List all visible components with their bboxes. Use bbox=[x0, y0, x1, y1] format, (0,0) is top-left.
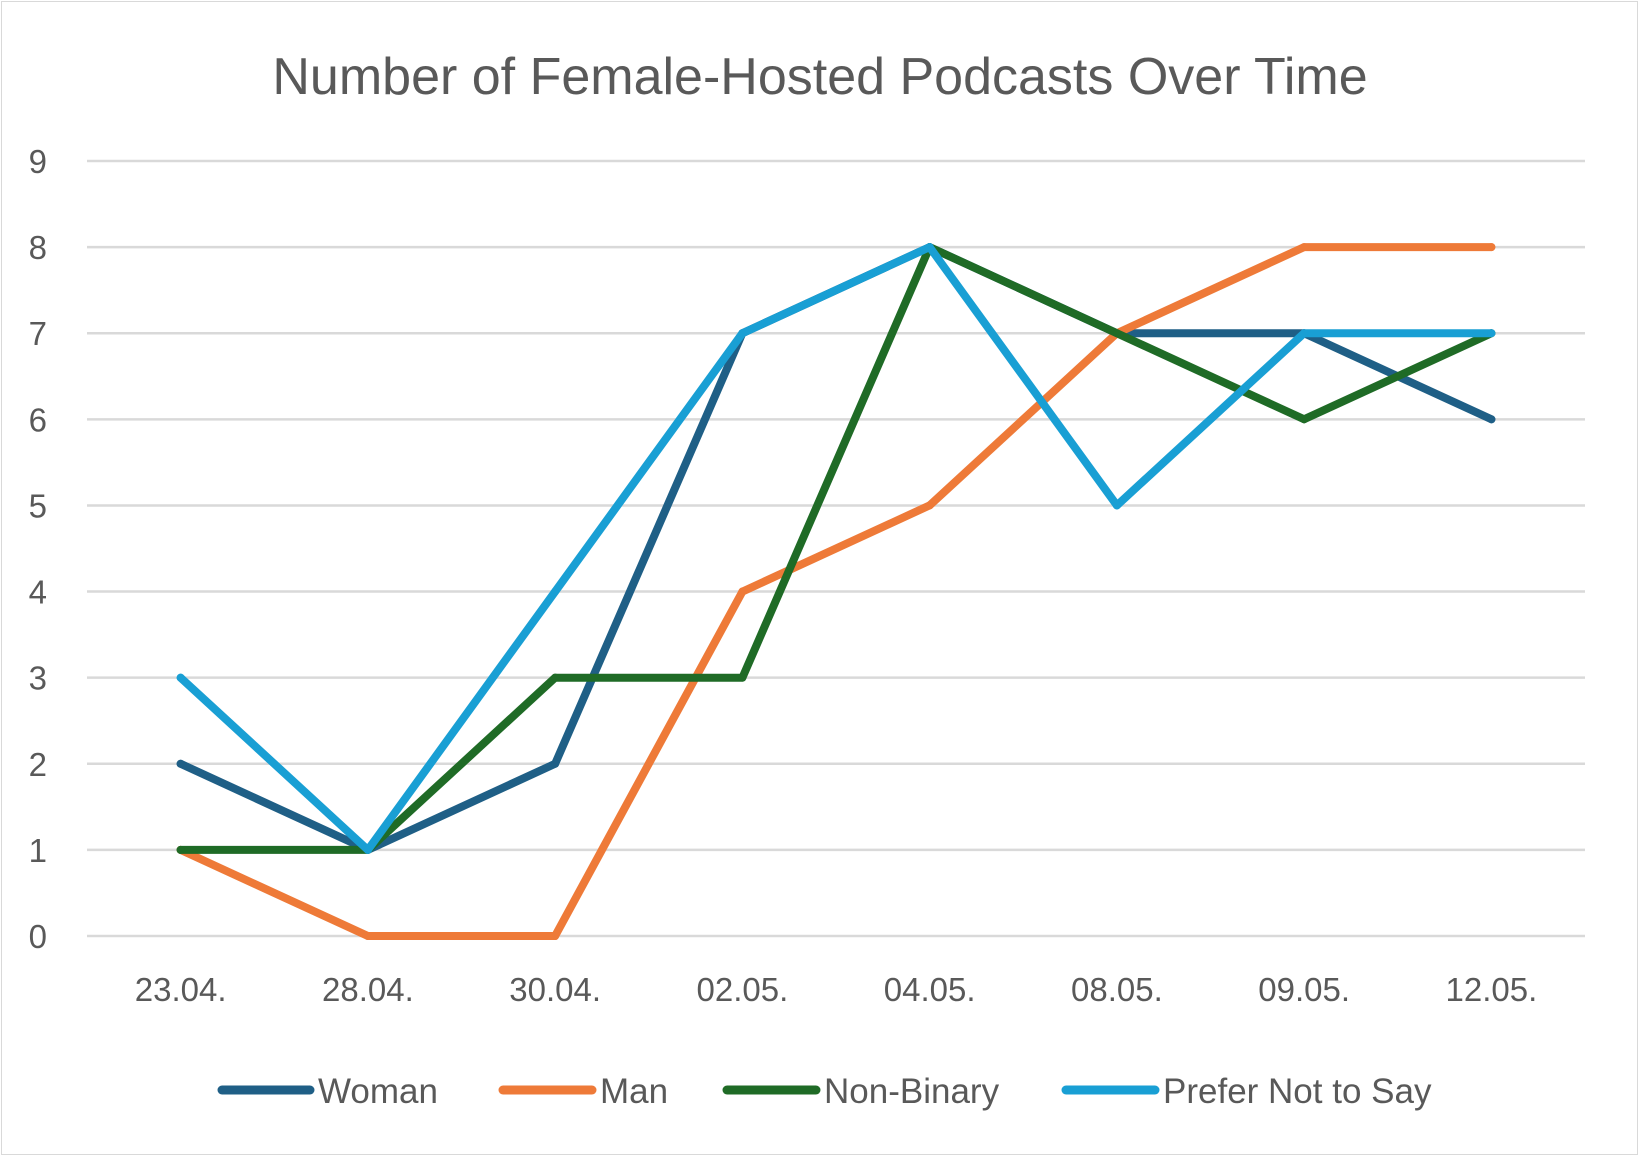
data-point bbox=[363, 932, 372, 940]
series-lines bbox=[176, 243, 1496, 940]
y-tick-label: 3 bbox=[29, 660, 47, 697]
chart-title: Number of Female-Hosted Podcasts Over Ti… bbox=[272, 48, 1367, 106]
data-point bbox=[1112, 329, 1121, 338]
data-point bbox=[363, 845, 372, 854]
data-point bbox=[551, 932, 560, 940]
x-tick-label: 08.05. bbox=[1071, 971, 1163, 1008]
y-tick-label: 1 bbox=[29, 832, 47, 869]
data-point bbox=[738, 673, 747, 682]
y-tick-label: 9 bbox=[29, 143, 47, 180]
x-tick-label: 12.05. bbox=[1446, 971, 1538, 1008]
data-point bbox=[738, 587, 747, 596]
data-point bbox=[1487, 329, 1496, 338]
series-line-prefer-not-to-say bbox=[176, 243, 1496, 854]
y-tick-label: 6 bbox=[29, 401, 47, 438]
series-line-man bbox=[176, 243, 1496, 940]
y-tick-label: 5 bbox=[29, 487, 47, 524]
data-point bbox=[551, 759, 560, 768]
data-point bbox=[551, 673, 560, 682]
x-tick-label: 02.05. bbox=[697, 971, 789, 1008]
data-point bbox=[176, 673, 185, 682]
legend-label: Prefer Not to Say bbox=[1163, 1072, 1432, 1111]
data-point bbox=[551, 587, 560, 596]
x-tick-label: 23.04. bbox=[135, 971, 227, 1008]
data-point bbox=[1300, 415, 1309, 424]
data-point bbox=[1300, 329, 1309, 338]
x-tick-label: 09.05. bbox=[1258, 971, 1350, 1008]
data-point bbox=[1112, 501, 1121, 510]
data-point bbox=[176, 845, 185, 854]
legend-label: Non-Binary bbox=[824, 1072, 1000, 1111]
y-axis-ticks: 0 1 2 3 4 5 6 7 8 9 bbox=[29, 143, 47, 955]
y-tick-label: 4 bbox=[29, 574, 47, 611]
legend: Woman Man Non-Binary Prefer Not to Say bbox=[217, 1072, 1432, 1111]
x-axis-ticks: 23.04. 28.04. 30.04. 02.05. 04.05. 08.05. 09.0… bbox=[135, 971, 1538, 1008]
x-tick-label: 28.04. bbox=[322, 971, 414, 1008]
data-point bbox=[1487, 243, 1496, 252]
legend-label: Man bbox=[600, 1072, 668, 1111]
data-point bbox=[925, 501, 934, 510]
y-tick-label: 7 bbox=[29, 315, 47, 352]
data-point bbox=[1487, 415, 1496, 424]
x-tick-label: 30.04. bbox=[509, 971, 601, 1008]
y-tick-label: 8 bbox=[29, 229, 47, 266]
y-tick-label: 2 bbox=[29, 746, 47, 783]
series-line-non-binary bbox=[176, 243, 1496, 854]
data-point bbox=[925, 243, 934, 252]
legend-label: Woman bbox=[318, 1072, 438, 1111]
data-point bbox=[176, 759, 185, 768]
data-point bbox=[1300, 243, 1309, 252]
y-tick-label: 0 bbox=[29, 918, 47, 955]
x-tick-label: 04.05. bbox=[884, 971, 976, 1008]
data-point bbox=[738, 329, 747, 338]
